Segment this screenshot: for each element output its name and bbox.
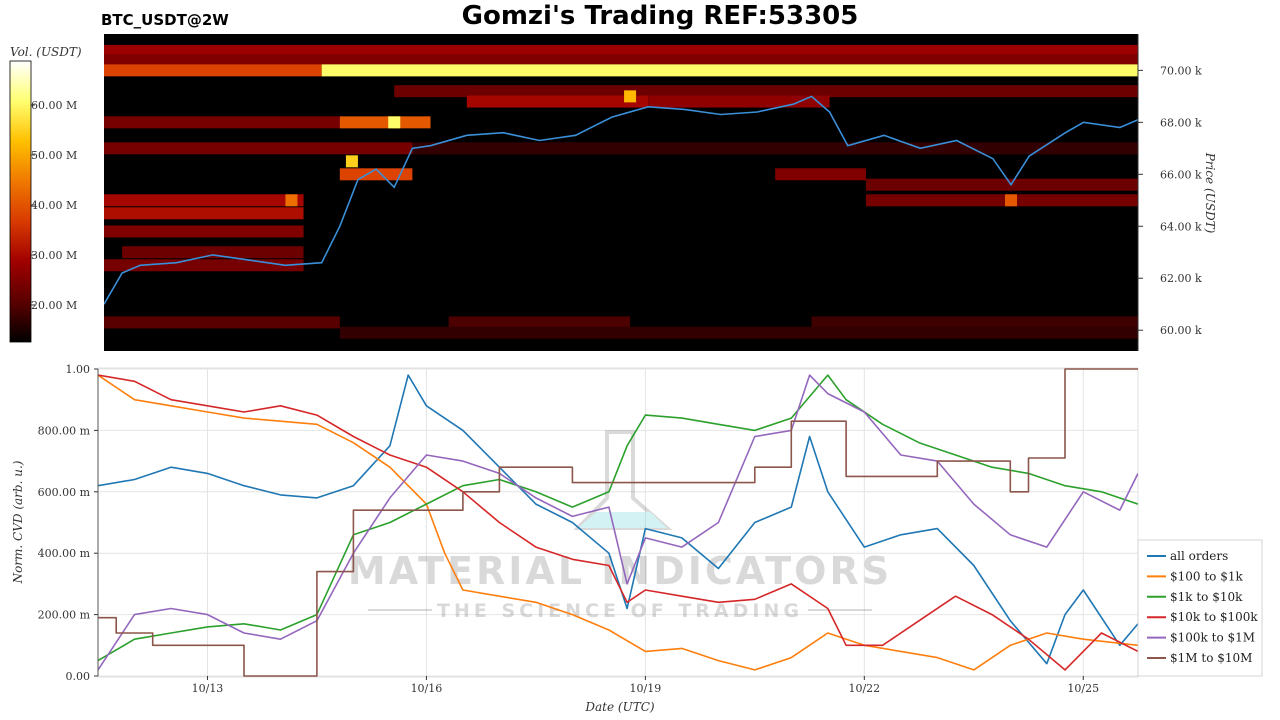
liquidity-band [648, 95, 830, 108]
legend-label: $10k to $100k [1170, 610, 1258, 624]
colorbar: Vol. (USDT) 20.00 M 30.00 M 40.00 M 50.00 M… [9, 45, 82, 343]
legend: all orders $100 to $1k $1k to $10k $10k to … [1137, 539, 1263, 677]
colorbar-tick-label: 30.00 M [31, 249, 77, 262]
legend-label: $100k to $1M [1170, 631, 1255, 645]
cvd-y-axis-label: Norm. CVD (arb. u.) [11, 460, 25, 584]
y-tick-label: 1.00 [66, 363, 91, 376]
colorbar-tick-label: 50.00 M [31, 149, 77, 162]
colorbar-tick-label: 40.00 M [31, 199, 77, 212]
price-tick-label: 68.00 k [1160, 116, 1202, 129]
cvd-series-line [98, 374, 1138, 671]
liquidity-band [104, 207, 304, 220]
liquidity-band [104, 194, 304, 207]
legend-label: $100 to $1k [1170, 569, 1243, 583]
liquidity-hot-spot [388, 116, 401, 129]
liquidity-band [865, 194, 1138, 207]
chart-title: Gomzi's Trading REF:53305 [462, 1, 859, 31]
liquidity-hot-spot [345, 155, 358, 168]
cvd-x-ticks: 10/13 10/16 10/19 10/22 10/25 [192, 676, 1099, 695]
price-tick-label: 66.00 k [1160, 168, 1202, 181]
x-tick-label: 10/25 [1067, 682, 1099, 695]
liquidity-band [339, 116, 431, 129]
cvd-panel: MATERIAL INDICATORS THE SCIENCE OF TRADI… [11, 363, 1139, 714]
price-tick-label: 70.00 k [1160, 64, 1202, 77]
legend-label: $1k to $10k [1170, 590, 1243, 604]
heatmap-panel: 60.00 k 62.00 k 64.00 k 66.00 k 68.00 k 70.00… [104, 34, 1217, 351]
colorbar-tick-label: 20.00 M [31, 299, 77, 312]
flask-icon [573, 430, 673, 530]
cvd-series-line [98, 374, 1138, 662]
liquidity-band [104, 142, 413, 155]
watermark-line2: THE SCIENCE OF TRADING [437, 600, 803, 622]
liquidity-hot-spot [624, 90, 637, 103]
liquidity-band [321, 64, 1138, 77]
y-tick-label: 800.00 m [38, 424, 91, 437]
x-tick-label: 10/13 [192, 682, 224, 695]
price-axis-label: Price (USDT) [1203, 152, 1217, 234]
legend-items: all orders $100 to $1k $1k to $10k $10k to … [1147, 549, 1258, 665]
cvd-y-ticks: 0.00 200.00 m 400.00 m 600.00 m 800.00 m 1.00 [38, 363, 99, 683]
liquidity-band [865, 178, 1138, 191]
liquidity-band [339, 168, 413, 181]
y-tick-label: 400.00 m [38, 547, 91, 560]
price-tick-label: 64.00 k [1160, 220, 1202, 233]
liquidity-band [104, 116, 340, 129]
liquidity-band [448, 316, 631, 329]
colorbar-label: Vol. (USDT) [10, 45, 82, 59]
flask-liquid-icon [578, 512, 667, 528]
liquidity-band [122, 246, 304, 259]
liquidity-band [104, 64, 322, 77]
liquidity-band [104, 316, 340, 329]
cvd-series-line [98, 374, 1138, 665]
y-tick-label: 0.00 [66, 670, 91, 683]
colorbar-ticks: 20.00 M 30.00 M 40.00 M 50.00 M 60.00 M [31, 99, 77, 312]
y-tick-label: 600.00 m [38, 486, 91, 499]
cvd-x-axis-label: Date (UTC) [584, 700, 654, 714]
liquidity-band [466, 95, 649, 108]
cvd-series-line [98, 374, 1138, 671]
cvd-series [98, 368, 1138, 677]
cvd-plot-area [97, 367, 1139, 678]
liquidity-hot-spot [285, 194, 298, 207]
liquidity-band [394, 85, 1138, 98]
liquidity-band [775, 168, 866, 181]
price-line [104, 95, 1138, 305]
heatmap-background [104, 34, 1138, 351]
legend-box [1137, 539, 1263, 677]
cvd-series-line [98, 374, 1138, 671]
colorbar-tick-label: 60.00 M [31, 99, 77, 112]
legend-label: all orders [1170, 549, 1228, 563]
price-axis-ticks: 60.00 k 62.00 k 64.00 k 66.00 k 68.00 k 70.00… [1138, 64, 1202, 337]
liquidity-band [104, 44, 1138, 57]
colorbar-scale [9, 60, 32, 343]
heatmap-bands [104, 44, 1138, 339]
price-tick-label: 62.00 k [1160, 272, 1202, 285]
liquidity-band [339, 326, 1138, 339]
cvd-series-line [98, 368, 1138, 677]
liquidity-band [104, 259, 304, 272]
x-tick-label: 10/19 [630, 682, 662, 695]
liquidity-band [104, 225, 304, 238]
liquidity-band [412, 142, 1138, 155]
y-tick-label: 200.00 m [38, 609, 91, 622]
liquidity-hot-spot [1005, 194, 1018, 207]
x-tick-label: 10/16 [411, 682, 443, 695]
liquidity-band [104, 53, 1138, 66]
symbol-label: BTC_USDT@2W [101, 11, 229, 29]
legend-label: $1M to $10M [1170, 651, 1252, 665]
liquidity-band [811, 316, 1138, 329]
x-tick-label: 10/22 [848, 682, 880, 695]
price-tick-label: 60.00 k [1160, 324, 1202, 337]
